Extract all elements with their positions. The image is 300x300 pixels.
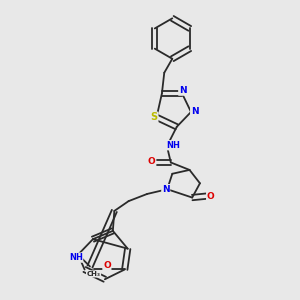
Text: S: S — [151, 112, 158, 122]
Text: N: N — [162, 185, 169, 194]
Text: O: O — [148, 157, 156, 166]
Text: CH₃: CH₃ — [86, 271, 100, 277]
Text: N: N — [191, 107, 198, 116]
Text: NH: NH — [167, 141, 180, 150]
Text: O: O — [103, 260, 111, 269]
Text: O: O — [207, 192, 214, 201]
Text: N: N — [179, 86, 187, 95]
Text: NH: NH — [69, 253, 82, 262]
